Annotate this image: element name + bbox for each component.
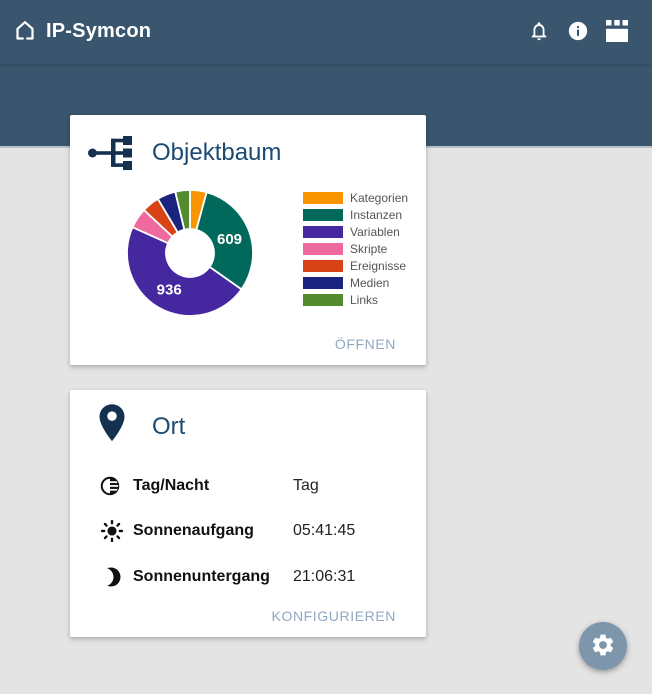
legend-swatch bbox=[303, 259, 343, 272]
console-apps-icon[interactable] bbox=[606, 20, 628, 42]
info-icon[interactable] bbox=[567, 20, 589, 42]
card-ort: Ort Tag/Nacht Tag bbox=[70, 390, 426, 637]
app-header: IP-Symcon bbox=[0, 0, 652, 64]
legend-label: Instanzen bbox=[350, 207, 403, 222]
legend-item-medien[interactable]: Medien bbox=[303, 274, 408, 291]
sunrise-icon bbox=[99, 518, 125, 544]
row-sunset: Sonnenuntergang 21:06:31 bbox=[99, 554, 396, 600]
card-objektbaum: Objektbaum 609 936 Kategorien Instanzen Var… bbox=[70, 115, 426, 365]
row-value: 05:41:45 bbox=[293, 522, 356, 539]
legend-label: Ereignisse bbox=[350, 258, 407, 273]
settings-fab[interactable] bbox=[579, 622, 627, 670]
row-label: Tag/Nacht bbox=[133, 477, 210, 494]
legend-swatch bbox=[303, 191, 343, 204]
legend-swatch bbox=[303, 293, 343, 306]
object-tree-icon bbox=[88, 136, 132, 175]
object-tree-donut-chart: 609 936 bbox=[126, 189, 254, 317]
home-icon bbox=[13, 18, 37, 45]
legend-swatch bbox=[303, 225, 343, 238]
legend-label: Medien bbox=[350, 275, 390, 290]
home-button[interactable]: IP-Symcon bbox=[13, 18, 151, 45]
donut-value-label: 936 bbox=[157, 282, 182, 299]
open-button[interactable]: ÖFFNEN bbox=[334, 336, 396, 352]
legend-item-variablen[interactable]: Variablen bbox=[303, 223, 408, 240]
legend-item-instanzen[interactable]: Instanzen bbox=[303, 206, 408, 223]
donut-slice-links[interactable] bbox=[174, 189, 191, 231]
configure-button[interactable]: KONFIGURIEREN bbox=[271, 608, 396, 624]
row-value: 21:06:31 bbox=[293, 568, 356, 585]
row-value: Tag bbox=[293, 477, 319, 494]
donut-value-label: 609 bbox=[217, 231, 242, 248]
legend-label: Links bbox=[350, 292, 379, 307]
chart-legend: Kategorien Instanzen Variablen Skripte Ereig… bbox=[303, 189, 408, 308]
row-label: Sonnenaufgang bbox=[133, 522, 254, 539]
legend-label: Kategorien bbox=[350, 190, 409, 205]
day-night-icon bbox=[99, 475, 125, 497]
legend-item-ereignisse[interactable]: Ereignisse bbox=[303, 257, 408, 274]
row-sunrise: Sonnenaufgang 05:41:45 bbox=[99, 508, 396, 554]
legend-swatch bbox=[303, 276, 343, 289]
donut-slice-instanzen[interactable] bbox=[195, 191, 254, 291]
legend-label: Variablen bbox=[350, 224, 400, 239]
moon-icon bbox=[99, 565, 125, 589]
legend-item-skripte[interactable]: Skripte bbox=[303, 240, 408, 257]
location-pin-icon bbox=[97, 403, 127, 448]
row-label: Sonnenuntergang bbox=[133, 568, 270, 585]
header-actions bbox=[528, 20, 628, 42]
card-title-ort: Ort bbox=[152, 413, 186, 440]
gear-icon bbox=[590, 632, 616, 661]
legend-label: Skripte bbox=[350, 241, 388, 256]
legend-item-kategorien[interactable]: Kategorien bbox=[303, 189, 408, 206]
donut-slice-variablen[interactable] bbox=[126, 226, 243, 317]
legend-swatch bbox=[303, 242, 343, 255]
card-title-objektbaum: Objektbaum bbox=[152, 139, 282, 166]
legend-swatch bbox=[303, 208, 343, 221]
notifications-bell-icon[interactable] bbox=[528, 20, 550, 42]
row-day-night: Tag/Nacht Tag bbox=[99, 463, 396, 509]
legend-item-links[interactable]: Links bbox=[303, 291, 408, 308]
app-title: IP-Symcon bbox=[46, 20, 152, 42]
